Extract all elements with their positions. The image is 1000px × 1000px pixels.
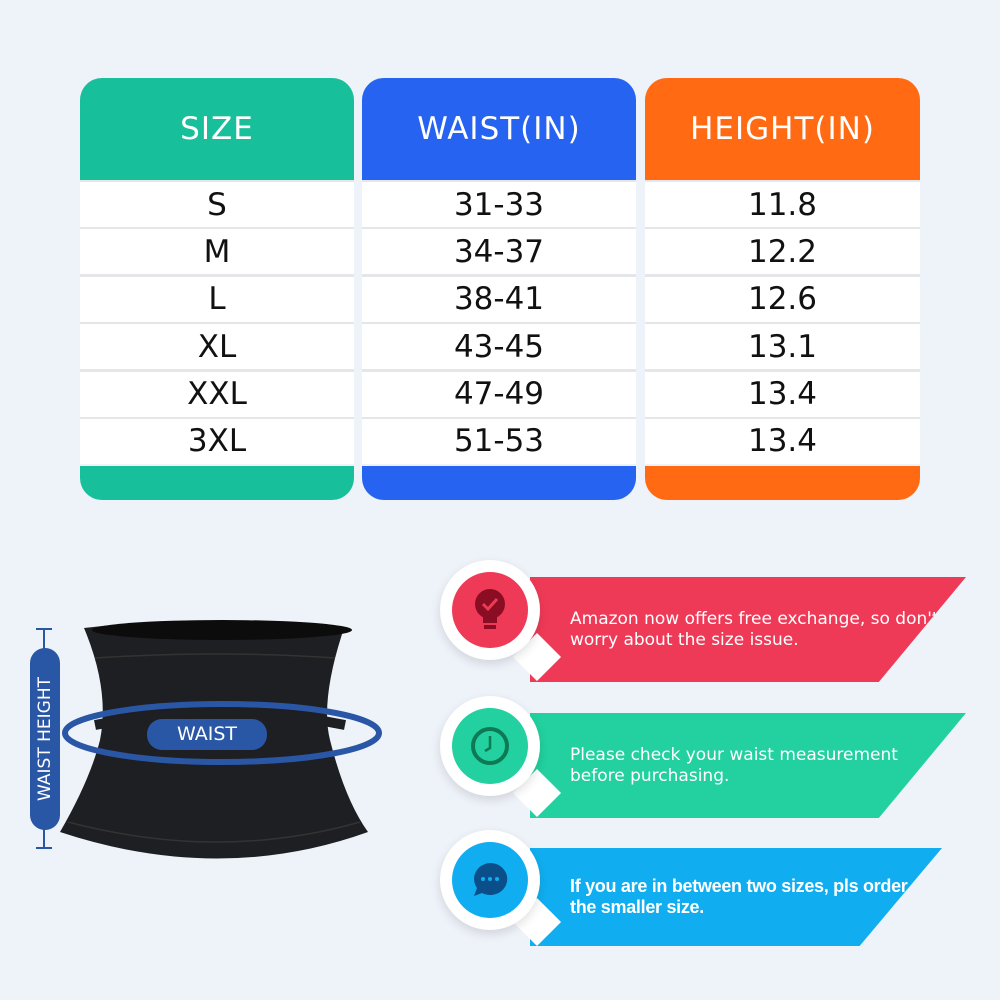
waist-cell: 43-45 [362, 324, 636, 370]
tip-text: Please check your waist measurement befo… [570, 744, 898, 786]
waist-cell: 38-41 [362, 276, 636, 322]
size-cell: L [80, 276, 354, 322]
waist-height-label: WAIST HEIGHT [35, 677, 55, 801]
height-cell: 12.6 [645, 276, 920, 322]
size-header: SIZE [80, 78, 354, 180]
waist-cell: 51-53 [362, 418, 636, 464]
height-footer [645, 466, 920, 500]
waist-cell: 47-49 [362, 371, 636, 417]
height-cell: 13.4 [645, 418, 920, 464]
height-cell: 13.1 [645, 324, 920, 370]
size-cell: XL [80, 324, 354, 370]
waist-trainer-diagram [30, 620, 382, 859]
tip-text: Amazon now offers free exchange, so don'… [570, 608, 939, 650]
size-cell: 3XL [80, 418, 354, 464]
waist-column: WAIST(IN) 31-33 34-37 38-41 43-45 47-49 … [362, 78, 636, 500]
size-footer [80, 466, 354, 500]
waist-label: WAIST [176, 723, 237, 745]
waist-header: WAIST(IN) [362, 78, 636, 180]
clock-icon [471, 727, 509, 765]
size-cell: M [80, 229, 354, 275]
tip-banner: If you are in between two sizes, pls ord… [530, 848, 942, 946]
height-cell: 13.4 [645, 371, 920, 417]
height-cell: 12.2 [645, 229, 920, 275]
size-cell: XXL [80, 371, 354, 417]
waist-footer [362, 466, 636, 500]
lightbulb-check-icon [475, 589, 505, 629]
waist-cell: 31-33 [362, 182, 636, 227]
tip-text: If you are in between two sizes, pls ord… [570, 876, 908, 917]
waist-ring [62, 701, 382, 765]
height-column: HEIGHT(IN) 11.8 12.2 12.6 13.1 13.4 13.4 [645, 78, 920, 500]
size-column: SIZE S M L XL XXL 3XL [80, 78, 354, 500]
tip-banner: Amazon now offers free exchange, so don'… [530, 577, 966, 682]
waist-cell: 34-37 [362, 229, 636, 275]
height-cell: 11.8 [645, 182, 920, 227]
size-cell: S [80, 182, 354, 227]
chat-bubble-icon [474, 862, 508, 896]
height-header: HEIGHT(IN) [645, 78, 920, 180]
tip-banner: Please check your waist measurement befo… [530, 713, 966, 818]
